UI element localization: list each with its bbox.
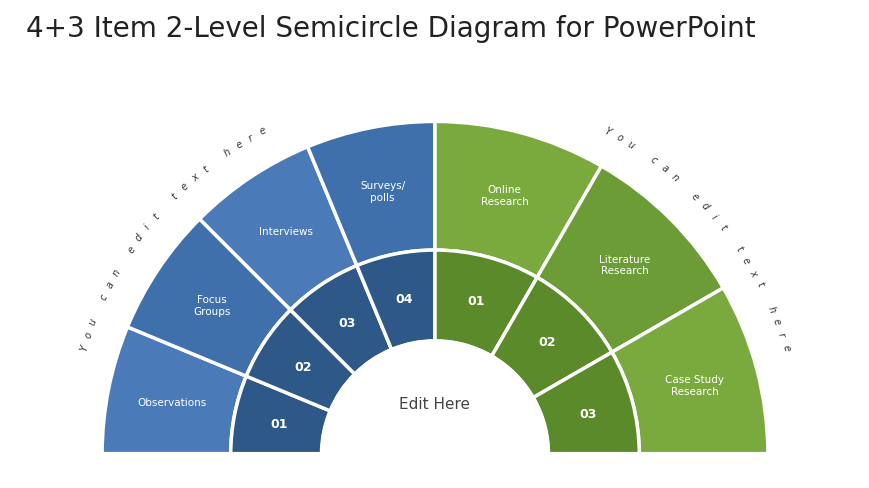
Text: u: u — [625, 139, 635, 151]
Text: u: u — [87, 317, 99, 326]
Text: Observations: Observations — [136, 397, 206, 407]
Text: t: t — [733, 244, 743, 253]
Text: h: h — [222, 146, 233, 158]
Text: a: a — [658, 163, 669, 174]
Wedge shape — [246, 310, 355, 411]
Text: e: e — [257, 125, 268, 137]
Wedge shape — [102, 327, 246, 454]
Text: Literature
Research: Literature Research — [599, 254, 650, 276]
Text: t: t — [151, 211, 161, 221]
Text: e: e — [234, 139, 244, 151]
Wedge shape — [128, 220, 290, 376]
Text: t: t — [201, 163, 210, 174]
Text: Y: Y — [78, 343, 90, 352]
Text: c: c — [647, 155, 658, 166]
Text: Y: Y — [601, 125, 612, 137]
Text: t: t — [716, 222, 726, 231]
Text: Case Study
Research: Case Study Research — [664, 374, 723, 396]
Text: e: e — [770, 317, 782, 326]
Text: d: d — [698, 200, 710, 212]
Wedge shape — [230, 376, 329, 454]
Text: 02: 02 — [294, 360, 311, 373]
Text: x: x — [746, 267, 758, 277]
Text: d: d — [133, 232, 145, 243]
Text: e: e — [688, 190, 700, 202]
Wedge shape — [491, 278, 611, 398]
Text: Interviews: Interviews — [258, 226, 313, 237]
Text: h: h — [765, 304, 777, 314]
Text: 04: 04 — [395, 292, 412, 305]
Text: e: e — [779, 343, 791, 352]
Wedge shape — [322, 341, 547, 454]
Text: 4+3 Item 2-Level Semicircle Diagram for PowerPoint: 4+3 Item 2-Level Semicircle Diagram for … — [26, 15, 755, 42]
Text: n: n — [111, 267, 123, 277]
Wedge shape — [199, 147, 356, 310]
Text: r: r — [775, 331, 786, 338]
Text: 03: 03 — [579, 407, 596, 420]
Text: n: n — [668, 172, 680, 183]
Text: 01: 01 — [467, 295, 484, 308]
Wedge shape — [356, 250, 434, 350]
Text: a: a — [104, 279, 116, 289]
Wedge shape — [434, 122, 600, 278]
Text: t: t — [169, 191, 180, 201]
Text: t: t — [753, 280, 764, 288]
Text: i: i — [708, 212, 718, 221]
Wedge shape — [308, 122, 434, 266]
Text: c: c — [98, 292, 109, 301]
Text: Edit Here: Edit Here — [399, 396, 470, 411]
Text: r: r — [246, 132, 255, 143]
Wedge shape — [611, 288, 767, 454]
Text: e: e — [125, 244, 137, 254]
Text: o: o — [83, 330, 94, 339]
Text: 03: 03 — [338, 316, 355, 329]
Text: e: e — [740, 255, 751, 265]
Text: o: o — [614, 132, 624, 143]
Text: e: e — [179, 181, 190, 192]
Text: 02: 02 — [538, 336, 555, 349]
Wedge shape — [290, 266, 391, 374]
Text: x: x — [189, 172, 200, 183]
Text: 01: 01 — [270, 417, 288, 430]
Wedge shape — [533, 352, 639, 454]
Text: Focus
Groups: Focus Groups — [193, 295, 230, 316]
Wedge shape — [536, 167, 722, 352]
Text: Online
Research: Online Research — [480, 185, 527, 206]
Text: Surveys/
polls: Surveys/ polls — [360, 181, 405, 203]
Wedge shape — [434, 250, 536, 356]
Text: i: i — [143, 223, 152, 231]
